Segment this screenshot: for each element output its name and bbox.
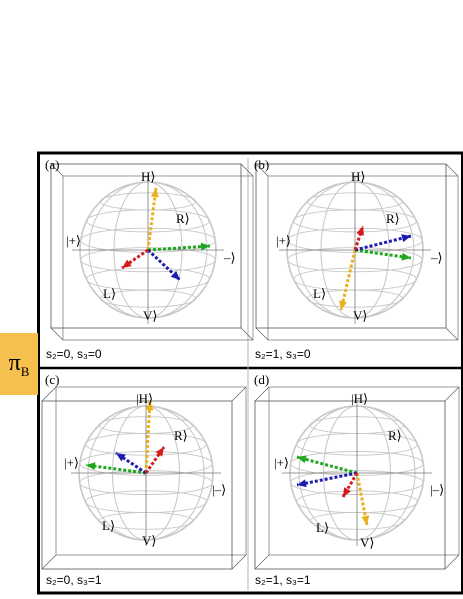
green-vector	[147, 244, 211, 252]
green-arrow-head	[401, 252, 411, 261]
orange-vector	[144, 400, 152, 474]
panel-caption-a: s₂=0, s₃=0	[46, 347, 102, 361]
pi-b-label: πB	[9, 351, 30, 378]
ket-h-c: |H⟩	[136, 391, 153, 406]
orange-arrow-head	[145, 401, 154, 411]
bounding-box-front	[255, 163, 447, 329]
green-vector	[354, 248, 412, 260]
ket-l-b: L⟩	[313, 286, 326, 301]
ket-v-d: V⟩	[360, 535, 374, 550]
ket-plus-b: |+⟩	[276, 233, 291, 248]
bounding-box-front	[41, 400, 233, 570]
bounding-box-edge	[444, 386, 460, 402]
bounding-box-edge	[445, 327, 459, 341]
orange-vector	[355, 472, 369, 526]
orange-arrow-head	[361, 515, 370, 525]
ket-h-d: |H⟩	[351, 391, 368, 406]
ket-plus-c: |+⟩	[64, 455, 79, 470]
ket-r-b: R⟩	[386, 211, 400, 226]
bounding-box-edge	[231, 554, 247, 570]
panel-a	[50, 163, 254, 341]
green-vector	[296, 455, 358, 475]
bounding-box-edge	[240, 327, 254, 341]
panel-tag-a: (a)	[45, 157, 59, 172]
bounding-box-edge	[445, 163, 459, 177]
panel-tag-d: (d)	[254, 372, 269, 387]
blue-vector	[296, 471, 358, 487]
orange-vector	[146, 187, 158, 251]
panel-tag-b: (b)	[254, 157, 269, 172]
ket-minus-d: |–⟩	[430, 482, 444, 497]
bounding-box-edge	[50, 327, 64, 341]
bounding-box-front	[254, 400, 446, 570]
green-arrow-head	[200, 242, 210, 251]
ket-l-a: L⟩	[103, 286, 116, 301]
panel-caption-d: s₂=1, s₃=1	[255, 573, 311, 587]
panel-b	[255, 163, 459, 341]
ket-l-d: L⟩	[316, 520, 329, 535]
bounding-box-edge	[255, 163, 269, 177]
red-arrow-head	[155, 447, 164, 457]
orange-arrow-head	[339, 300, 347, 310]
green-vector	[85, 463, 147, 475]
blue-arrow-head	[401, 234, 411, 243]
red-arrow-head	[343, 487, 351, 497]
orange-vector	[339, 249, 357, 311]
bounding-box-front	[50, 163, 242, 329]
bounding-box-back	[268, 386, 460, 556]
ket-plus-a: |+⟩	[66, 233, 81, 248]
panel-tag-c: (c)	[45, 372, 59, 387]
bounding-box-back	[62, 175, 254, 341]
bounding-box-edge	[41, 386, 57, 402]
pi-subscript: B	[20, 363, 30, 379]
bounding-box-edge	[231, 386, 247, 402]
bounding-box-back	[55, 386, 247, 556]
pi-b-tag: πB	[0, 333, 38, 395]
red-arrow-head	[356, 226, 364, 236]
ket-minus-c: |–⟩	[212, 482, 226, 497]
green-arrow-head	[297, 455, 307, 464]
ket-plus-d: |+⟩	[274, 455, 289, 470]
blue-arrow-head	[170, 270, 180, 280]
ket-v-b: V⟩	[353, 308, 367, 323]
panel-d	[254, 386, 460, 570]
ket-l-c: L⟩	[102, 518, 115, 533]
ket-r-d: R⟩	[388, 428, 402, 443]
bounding-box-edge	[254, 554, 270, 570]
panel-caption-c: s₂=0, s₃=1	[46, 573, 102, 587]
panel-caption-b: s₂=1, s₃=0	[255, 347, 311, 361]
panel-c	[41, 386, 247, 570]
ket-r-c: R⟩	[174, 428, 188, 443]
bounding-box-edge	[41, 554, 57, 570]
ket-h-b: H⟩	[351, 169, 365, 184]
bounding-box-back	[267, 175, 459, 341]
ket-minus-a: –⟩	[223, 250, 236, 265]
ket-minus-b: –⟩	[430, 250, 443, 265]
blue-arrow-head	[116, 453, 126, 462]
bounding-box-edge	[255, 327, 269, 341]
bounding-box-edge	[444, 554, 460, 570]
bounding-box-edge	[254, 386, 270, 402]
red-arrow-head	[122, 259, 132, 268]
orange-arrow-head	[150, 188, 159, 198]
ket-r-a: R⟩	[176, 211, 190, 226]
blue-arrow-head	[297, 479, 307, 488]
bounding-box-edge	[240, 163, 254, 177]
green-arrow-head	[86, 462, 96, 471]
ket-v-c: V⟩	[142, 533, 156, 548]
ket-h-a: H⟩	[141, 169, 155, 184]
ket-v-a: V⟩	[143, 308, 157, 323]
pi-symbol: π	[8, 349, 21, 376]
bounding-box-edge	[50, 163, 64, 177]
